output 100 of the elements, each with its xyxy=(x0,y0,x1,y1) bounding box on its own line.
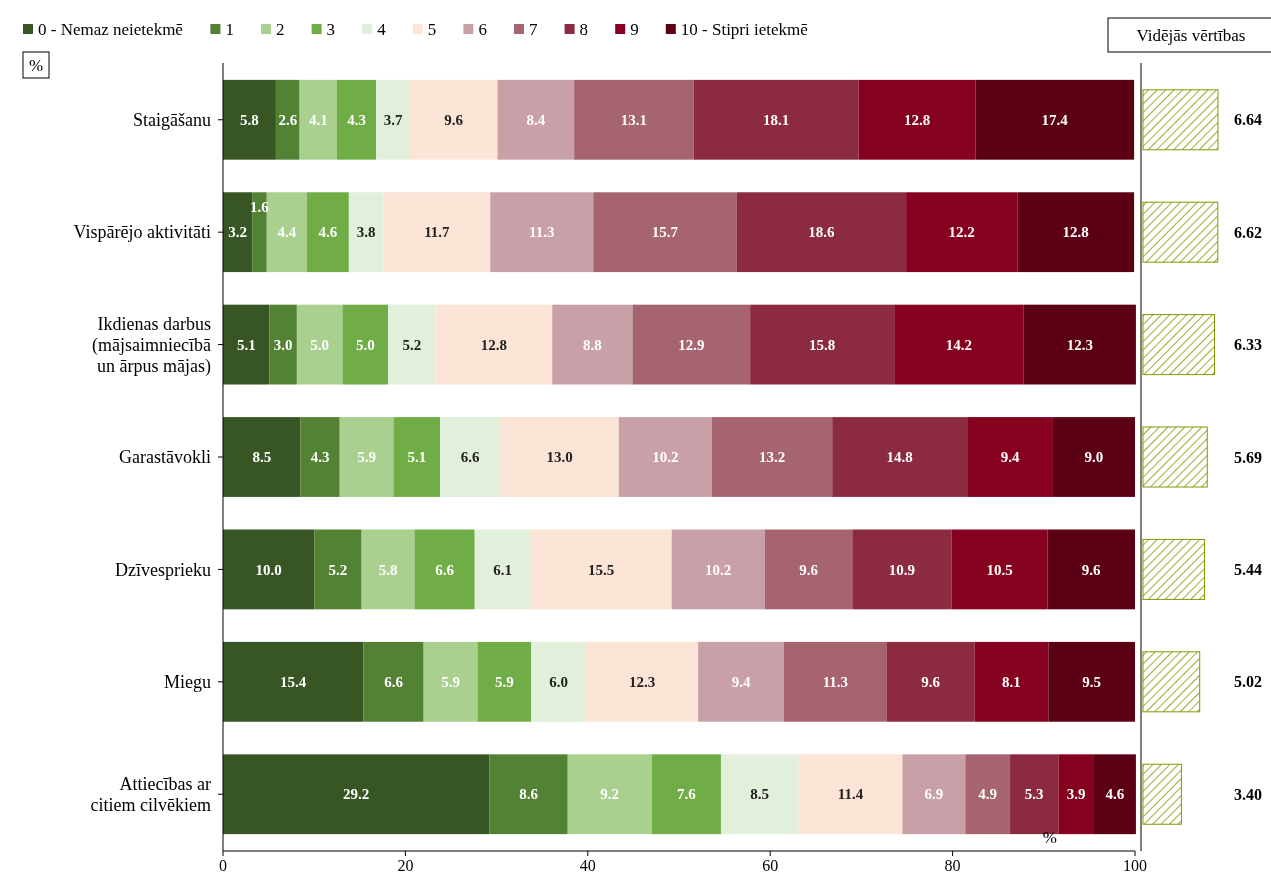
bar xyxy=(489,754,568,835)
bar xyxy=(1142,426,1208,488)
x-tick-label: 60 xyxy=(762,857,779,874)
legend-label: 7 xyxy=(529,19,538,39)
data-label: 11.7 xyxy=(424,224,451,241)
data-label: 6.6 xyxy=(435,561,455,578)
data-label: 14.8 xyxy=(886,449,913,466)
bar xyxy=(500,417,619,497)
data-label: 2.6 xyxy=(278,112,298,129)
y-tick-label: Vispārējo aktivitāti xyxy=(73,222,211,243)
bar xyxy=(223,529,315,610)
bar xyxy=(296,304,343,385)
data-label: 10.0 xyxy=(255,561,282,578)
data-label: 15.7 xyxy=(651,224,679,241)
data-label: 5.1 xyxy=(407,449,427,466)
data-label: 5.3 xyxy=(1024,786,1044,803)
data-label: 29.2 xyxy=(343,786,370,803)
y-tick-label: Attiecības ar citiem cilvēkiem xyxy=(90,774,211,816)
bar xyxy=(223,304,270,385)
data-label: 4.1 xyxy=(308,112,328,129)
bar xyxy=(798,754,903,835)
data-label: 5.0 xyxy=(355,336,375,353)
data-label: 3.9 xyxy=(1066,786,1086,803)
data-label: 3.40 xyxy=(1234,785,1262,803)
bar xyxy=(593,192,737,273)
data-label: 10.5 xyxy=(986,561,1013,578)
bar xyxy=(299,79,337,160)
bar xyxy=(1047,529,1135,610)
data-label: 4.3 xyxy=(347,112,366,129)
bar xyxy=(858,79,976,160)
data-label: 5.44 xyxy=(1234,561,1262,579)
data-label: 5.9 xyxy=(494,674,514,691)
data-label: 8.6 xyxy=(519,786,539,803)
bar xyxy=(902,754,966,835)
legend-label: 0 - Nemaz neietekmē xyxy=(38,19,183,39)
bar xyxy=(886,641,975,722)
data-label: 9.6 xyxy=(799,561,819,578)
bar xyxy=(965,754,1011,835)
bar xyxy=(348,192,384,273)
bar xyxy=(967,417,1053,497)
data-label: 15.4 xyxy=(280,674,307,691)
bar xyxy=(906,192,1018,273)
data-label: 3.8 xyxy=(356,224,376,241)
bar xyxy=(618,417,712,497)
bar xyxy=(361,529,415,610)
bar xyxy=(477,641,532,722)
bar xyxy=(223,754,490,835)
y-tick-label: Miegu xyxy=(164,672,211,693)
legend-label: 6 xyxy=(478,19,487,39)
data-label: 15.5 xyxy=(587,561,615,578)
x-tick-label: 100 xyxy=(1123,857,1147,874)
data-label: 6.62 xyxy=(1234,223,1262,241)
bar xyxy=(1142,538,1205,600)
bar xyxy=(1142,763,1182,825)
bar xyxy=(300,417,340,497)
bar xyxy=(1058,754,1094,835)
data-label: 5.2 xyxy=(402,336,422,353)
bar xyxy=(574,79,694,160)
bar xyxy=(435,304,553,385)
bar xyxy=(440,417,501,497)
data-label: 12.8 xyxy=(480,336,507,353)
bar xyxy=(894,304,1024,385)
bar xyxy=(414,529,475,610)
bar xyxy=(750,304,895,385)
y-tick-label: Ikdienas darbus (mājsaimniecībā un ārpus mājas) xyxy=(92,313,212,377)
data-label: 10.2 xyxy=(652,449,679,466)
bar xyxy=(388,304,436,385)
bar xyxy=(314,529,362,610)
data-label: 11.3 xyxy=(529,224,555,241)
data-label: 6.6 xyxy=(384,674,404,691)
bar xyxy=(852,529,952,610)
data-label: 11.4 xyxy=(837,786,864,803)
data-label: 9.6 xyxy=(444,112,464,129)
data-label: 6.6 xyxy=(460,449,481,466)
data-label: 12.8 xyxy=(903,112,931,129)
data-label: 10.9 xyxy=(888,561,916,578)
bar xyxy=(223,192,253,273)
data-label: 4.4 xyxy=(277,224,297,241)
y-axis-title: % xyxy=(28,55,44,75)
data-label: 12.2 xyxy=(948,224,975,241)
bar xyxy=(223,641,364,722)
data-label: 10.2 xyxy=(705,561,732,578)
bar xyxy=(736,192,907,273)
bar xyxy=(342,304,389,385)
data-label: 4.6 xyxy=(1105,786,1125,803)
data-label: 8.5 xyxy=(750,786,770,803)
bar xyxy=(975,79,1135,160)
data-label: 9.0 xyxy=(1084,449,1104,466)
bar xyxy=(376,79,410,160)
data-label: 5.8 xyxy=(378,561,398,578)
y-tick-label: Staigāšanu xyxy=(133,110,211,131)
x-tick-label: 40 xyxy=(579,857,596,874)
bar xyxy=(269,304,297,385)
data-label: 3.2 xyxy=(228,224,247,241)
bar xyxy=(1142,314,1215,376)
bar xyxy=(530,529,672,610)
data-label: 11.3 xyxy=(822,674,849,691)
data-label: 9.5 xyxy=(1082,674,1102,691)
legend-label: 8 xyxy=(579,19,589,39)
bar xyxy=(252,192,267,273)
